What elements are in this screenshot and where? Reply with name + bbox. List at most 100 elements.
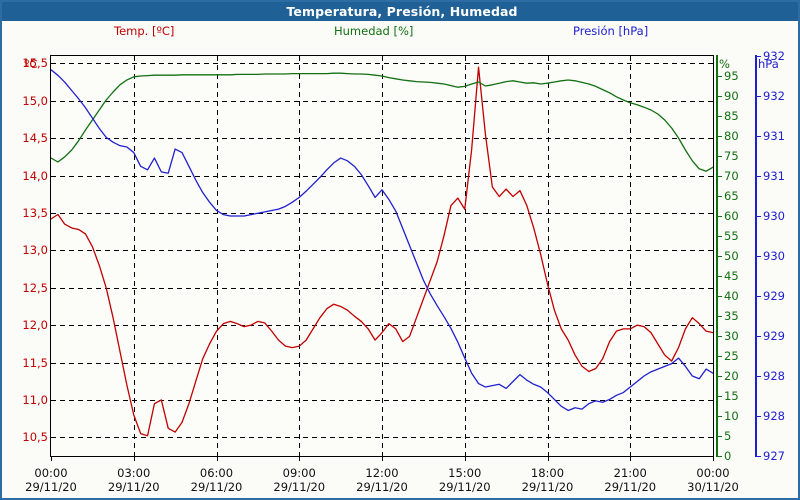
time-tick-mark [465, 456, 466, 461]
pressure-tick-mark [757, 416, 761, 417]
page-title: Temperatura, Presión, Humedad [286, 4, 518, 19]
time-tick-mark [548, 456, 549, 461]
left-axis-unit: ºC [24, 57, 38, 71]
humidity-tick-label: 45 [724, 269, 739, 283]
temperature-tick-label: 11,0 [22, 392, 48, 407]
time-tick-time: 12:00 [365, 466, 399, 480]
time-axis: 00:00 29/11/20 03:00 29/11/20 06:00 29/11/20 0… [2, 456, 798, 498]
legend-item-humidity: Humedad [%] [334, 24, 413, 38]
time-tick-mark [630, 456, 631, 461]
humidity-axis-unit: % [719, 57, 730, 71]
legend-label-humidity: Humedad [%] [334, 24, 414, 38]
time-tick-mark [51, 456, 52, 461]
time-tick-label: 15:00 29/11/20 [425, 466, 505, 494]
humidity-tick-mark [718, 96, 722, 97]
humidity-tick-label: 30 [724, 329, 739, 343]
time-tick-label: 00:00 29/11/20 [11, 466, 91, 494]
humidity-tick-mark [718, 116, 722, 117]
time-tick-mark [134, 456, 135, 461]
pressure-tick-mark [757, 296, 761, 297]
pressure-tick-label: 932 [763, 89, 785, 103]
time-tick-mark [382, 456, 383, 461]
series-svg [51, 56, 713, 456]
humidity-tick-label: 95 [724, 69, 739, 83]
humidity-tick-mark [718, 356, 722, 357]
pressure-tick-label: 932 [763, 49, 785, 63]
humidity-tick-mark [718, 416, 722, 417]
humidity-tick-label: 65 [724, 189, 739, 203]
time-tick-time: 09:00 [282, 466, 316, 480]
pressure-tick-mark [757, 336, 761, 337]
humidity-tick-label: 20 [724, 369, 739, 383]
temperature-tick-label: 11,5 [22, 355, 48, 370]
time-tick-date: 29/11/20 [190, 480, 243, 494]
temperature-axis: 15,5 15,0 14,5 14,0 13,5 13,0 12,5 12,0 11,5 11,0… [2, 55, 48, 457]
time-tick-label: 21:00 29/11/20 [590, 466, 670, 494]
series-line-left [51, 66, 713, 437]
humidity-tick-mark [718, 396, 722, 397]
pressure-tick-label: 930 [763, 209, 785, 223]
window-title-bar: Temperatura, Presión, Humedad [2, 2, 798, 21]
time-tick-date: 29/11/20 [356, 480, 408, 494]
humidity-tick-label: 0 [724, 449, 732, 463]
humidity-tick-mark [718, 176, 722, 177]
temperature-tick-label: 14,5 [22, 131, 48, 146]
pressure-axis: 932 932 931 931 930 930 929 929 928 928 927 [755, 49, 798, 463]
humidity-tick-mark [718, 336, 722, 337]
pressure-tick-label: 929 [763, 329, 785, 343]
time-tick-date: 29/11/20 [604, 480, 657, 494]
series-line-right-1 [51, 72, 713, 172]
time-tick-label: 00:00 30/11/20 [673, 466, 753, 494]
humidity-tick-mark [718, 456, 722, 457]
legend-label-pressure: Presión [hPa] [573, 24, 649, 38]
humidity-tick-label: 85 [724, 109, 739, 123]
pressure-tick-label: 928 [763, 369, 785, 383]
humidity-tick-mark [718, 196, 722, 197]
pressure-tick-mark [757, 456, 761, 457]
temperature-tick-label: 12,5 [22, 280, 48, 295]
temperature-tick-label: 13,5 [22, 206, 48, 220]
humidity-tick-mark [718, 376, 722, 377]
temperature-tick-label: 15,0 [22, 93, 48, 108]
humidity-tick-label: 90 [724, 89, 739, 103]
pressure-axis-unit: hPa [758, 57, 779, 71]
humidity-tick-mark [718, 136, 722, 137]
pressure-tick-mark [757, 136, 761, 137]
humidity-axis: 95 90 85 80 75 70 65 60 55 50 45 40 35 30 25 20 15 10 5 0 [716, 55, 750, 463]
time-tick-mark [299, 456, 300, 461]
pressure-tick-mark [757, 176, 761, 177]
temperature-tick-label: 13,0 [22, 243, 48, 258]
time-tick-label: 09:00 29/11/20 [259, 466, 339, 494]
humidity-tick-mark [718, 76, 722, 77]
temperature-tick-label: 15,5 [22, 56, 48, 71]
time-tick-label: 03:00 29/11/20 [94, 466, 174, 494]
humidity-tick-mark [718, 256, 722, 257]
legend-item-temperature: Temp. [ºC] [114, 24, 174, 38]
humidity-tick-label: 15 [724, 389, 739, 403]
time-tick-date: 29/11/20 [25, 480, 77, 494]
plot-area [50, 55, 714, 457]
humidity-tick-label: 35 [724, 309, 739, 323]
pressure-tick-label: 931 [763, 129, 785, 143]
pressure-tick-mark [757, 56, 761, 57]
humidity-tick-label: 80 [724, 129, 739, 143]
time-tick-date: 29/11/20 [521, 480, 574, 494]
legend-item-pressure: Presión [hPa] [573, 24, 648, 38]
time-tick-time: 21:00 [613, 466, 647, 480]
time-tick-date: 29/11/20 [273, 480, 326, 494]
time-tick-time: 15:00 [448, 466, 482, 480]
humidity-tick-label: 50 [724, 249, 739, 263]
time-tick-date: 30/11/20 [687, 480, 739, 494]
humidity-tick-mark [718, 436, 722, 437]
pressure-tick-mark [757, 216, 761, 217]
pressure-tick-mark [757, 96, 761, 97]
time-tick-label: 06:00 29/11/20 [177, 466, 257, 494]
time-tick-mark [713, 456, 714, 461]
humidity-tick-mark [718, 276, 722, 277]
pressure-tick-label: 930 [763, 249, 785, 263]
pressure-tick-mark [757, 256, 761, 257]
time-tick-date: 29/11/20 [438, 480, 491, 494]
time-tick-label: 12:00 29/11/20 [342, 466, 422, 494]
temperature-tick-label: 12,0 [22, 318, 48, 333]
